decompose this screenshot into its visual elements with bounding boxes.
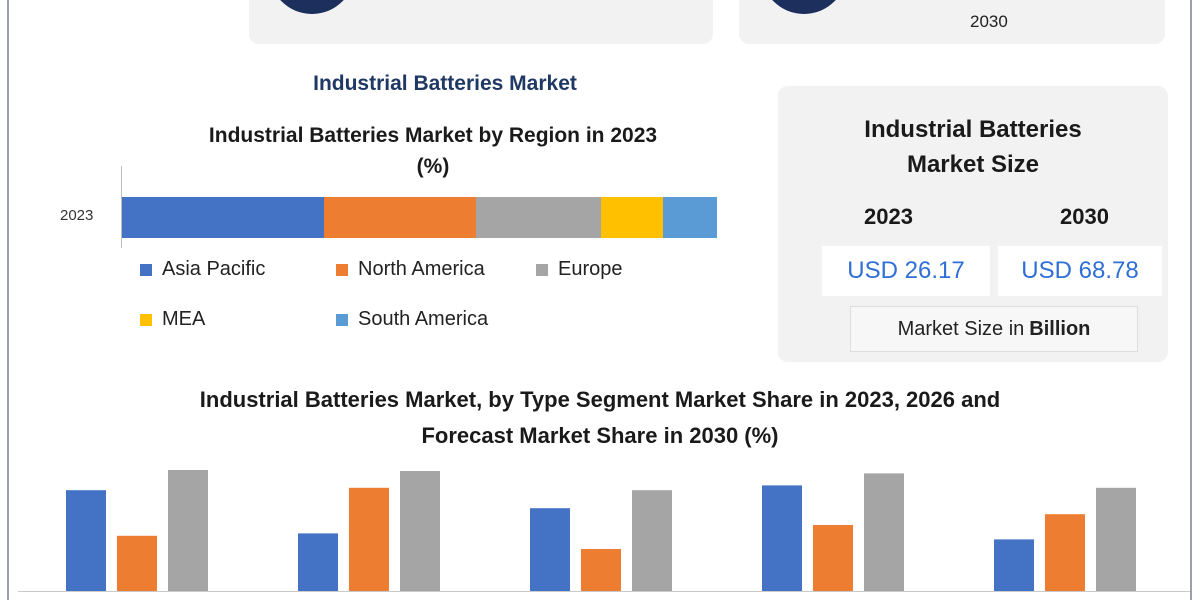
top-card-2-circle-icon	[761, 0, 847, 14]
segment-bar-group3-series3	[632, 490, 672, 591]
market-size-title: Industrial Batteries Market Size	[778, 112, 1168, 182]
segment-chart-baseline	[18, 591, 1190, 592]
legend-item-mea: MEA	[140, 308, 205, 331]
legend-swatch	[336, 263, 348, 276]
market-size-unit-prefix: Market Size in	[897, 317, 1025, 340]
legend-swatch	[536, 263, 548, 276]
region-legend: Asia Pacific North America Europe MEA South …	[140, 258, 700, 358]
region-chart-title-line1: Industrial Batteries Market by Region in…	[208, 124, 658, 147]
segment-chart-title-line2: Forecast Market Share in 2030 (%)	[421, 423, 779, 448]
legend-item-north-america: North America	[336, 258, 485, 281]
legend-item-south-america: South America	[336, 308, 488, 331]
region-bar-segment-asia-pacific	[122, 197, 325, 238]
segment-bar-group5-series2	[1045, 514, 1085, 591]
region-chart-title-line2: (%)	[416, 155, 450, 178]
segment-chart-title-line1: Industrial Batteries Market, by Type Seg…	[199, 387, 1001, 412]
segment-bar-group4-series3	[864, 473, 904, 591]
segment-bar-group3-series2	[581, 549, 621, 591]
top-card-1-circle-icon	[269, 0, 355, 14]
frame-right-border	[1190, 0, 1192, 600]
region-chart-title: Industrial Batteries Market by Region in…	[163, 120, 703, 182]
segment-bar-group4-series2	[813, 525, 853, 591]
market-size-unit-box: Market Size in Billion	[850, 306, 1138, 352]
legend-label: North America	[358, 258, 485, 280]
region-stacked-bar	[122, 197, 717, 238]
legend-swatch	[140, 313, 152, 326]
legend-swatch	[140, 263, 152, 276]
segment-bar-group3-series1	[530, 508, 570, 591]
segment-bar-group4-series1	[762, 485, 802, 591]
market-size-title-line1: Industrial Batteries	[864, 116, 1082, 143]
segment-bar-group1-series1	[66, 490, 106, 591]
market-size-unit-bold: Billion	[1029, 317, 1091, 340]
legend-item-europe: Europe	[536, 258, 623, 281]
segment-bar-group2-series1	[298, 533, 338, 591]
top-info-card-2: 2030	[739, 0, 1165, 44]
region-bar-segment-europe	[476, 197, 601, 238]
region-chart-axis	[121, 166, 122, 248]
segment-bar-group1-series3	[168, 470, 208, 591]
segment-bar-group2-series3	[400, 471, 440, 591]
legend-swatch	[336, 313, 348, 326]
frame-left-border	[7, 0, 9, 600]
region-bar-segment-mea	[600, 197, 664, 238]
segment-bar-group2-series2	[349, 487, 389, 591]
region-chart-year-label: 2023	[60, 207, 94, 224]
region-bar-segment-south-america	[663, 197, 717, 238]
region-bar-segment-north-america	[324, 197, 477, 238]
market-size-year-2030: 2030	[1060, 204, 1109, 229]
legend-label: MEA	[162, 308, 206, 330]
segment-bar-group5-series3	[1096, 487, 1136, 591]
segment-bar-group5-series1	[994, 539, 1034, 591]
legend-item-asia-pacific: Asia Pacific	[140, 258, 265, 281]
market-size-value-2023: USD 26.17	[822, 246, 990, 296]
segment-bar-chart	[66, 470, 1136, 591]
legend-label: Asia Pacific	[162, 258, 266, 280]
segment-bar-group1-series2	[117, 535, 157, 591]
market-size-value-2030: USD 68.78	[998, 246, 1162, 296]
segment-chart-title: Industrial Batteries Market, by Type Seg…	[100, 382, 1100, 454]
legend-label: South America	[358, 308, 489, 330]
top-card-2-text: 2030	[970, 12, 1008, 31]
market-size-title-line2: Market Size	[906, 151, 1040, 178]
top-info-card-1	[249, 0, 713, 44]
market-size-year-2023: 2023	[864, 204, 913, 229]
section-title: Industrial Batteries Market	[313, 72, 577, 95]
legend-label: Europe	[558, 258, 623, 280]
market-size-card: Industrial Batteries Market Size 2023 20…	[778, 86, 1168, 362]
